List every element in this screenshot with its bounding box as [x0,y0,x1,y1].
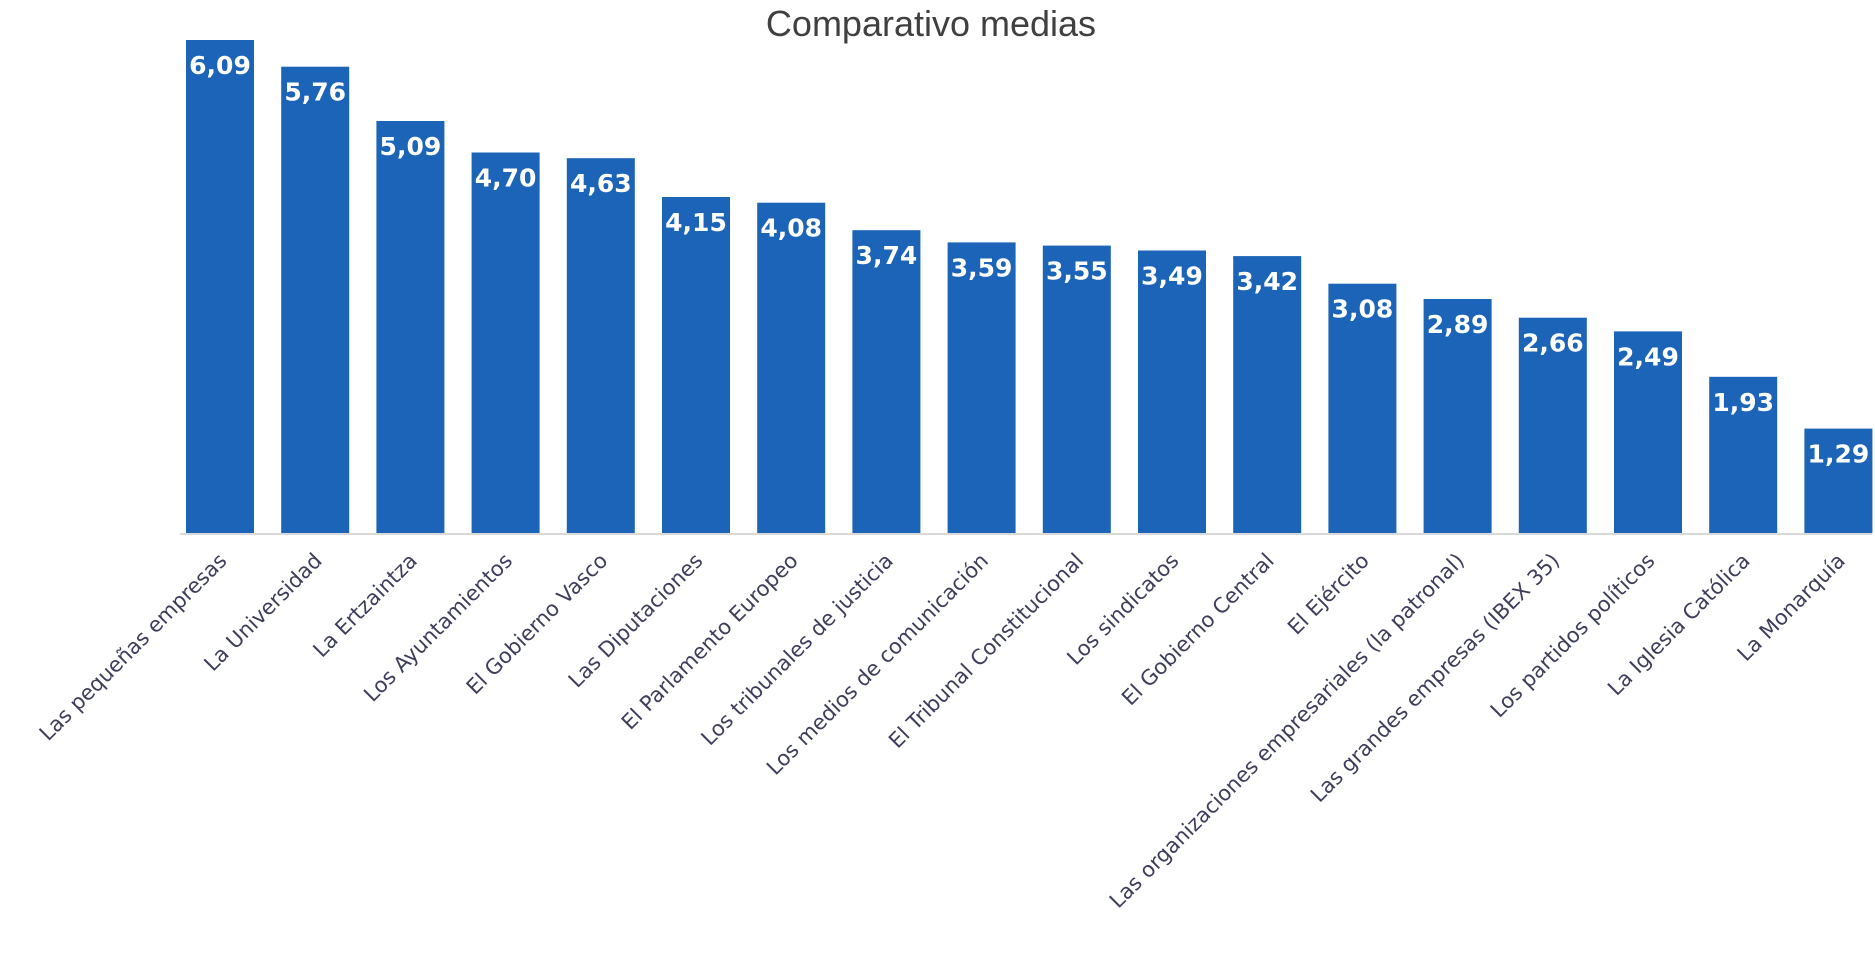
bar-value-label: 5,76 [284,78,346,107]
bar [281,66,350,533]
bar [1042,245,1111,533]
bar-value-label: 1,29 [1808,440,1870,469]
bar [1804,428,1873,533]
bar-value-label: 1,93 [1712,388,1774,417]
bar-value-label: 4,08 [760,214,822,243]
chart-title: Comparativo medias [766,3,1096,44]
bar [1518,317,1587,533]
value-labels-group: 6,09 5,76 5,09 4,70 4,63 4,15 4,08 3,74 3,59 3,55… [189,51,1869,469]
bar [1328,283,1397,533]
bar [662,197,730,533]
bar [1423,299,1492,533]
bar-value-label: 2,49 [1617,342,1679,371]
category-label: Las pequeñas empresas [35,549,232,746]
category-label: El Parlamento Europeo [617,549,803,735]
category-label: El Tribunal Constitucional [884,549,1088,753]
bar-value-label: 3,49 [1141,262,1203,291]
bar [186,40,254,533]
bar-value-label: 2,89 [1427,310,1489,339]
category-label: Los tribunales de justicia [696,549,898,751]
bar [852,230,921,533]
bar-value-label: 3,42 [1236,267,1298,296]
bars-group [186,40,1873,533]
bar [1138,250,1206,533]
bar [376,121,445,533]
bar-value-label: 6,09 [189,51,251,80]
bar-value-label: 3,55 [1046,257,1108,286]
bar-value-label: 4,63 [570,169,632,198]
bar-value-label: 3,74 [856,241,918,270]
bar [471,152,540,533]
category-label: Los partidos políticos [1486,549,1660,723]
bar [1233,256,1302,533]
category-label: Las organizaciones empresariales (la pat… [1105,549,1469,913]
bar [757,202,826,533]
bar [1709,376,1778,533]
bar [947,242,1016,533]
category-label: El Ejército [1283,549,1374,640]
bar-value-label: 4,15 [665,208,727,237]
bar-value-label: 4,70 [475,164,537,193]
bar-value-label: 3,59 [951,253,1013,282]
bar-value-label: 2,66 [1522,329,1584,358]
bar [1614,331,1682,533]
bar [566,158,635,533]
bar-value-label: 3,08 [1332,295,1394,324]
bar-value-label: 5,09 [380,132,442,161]
